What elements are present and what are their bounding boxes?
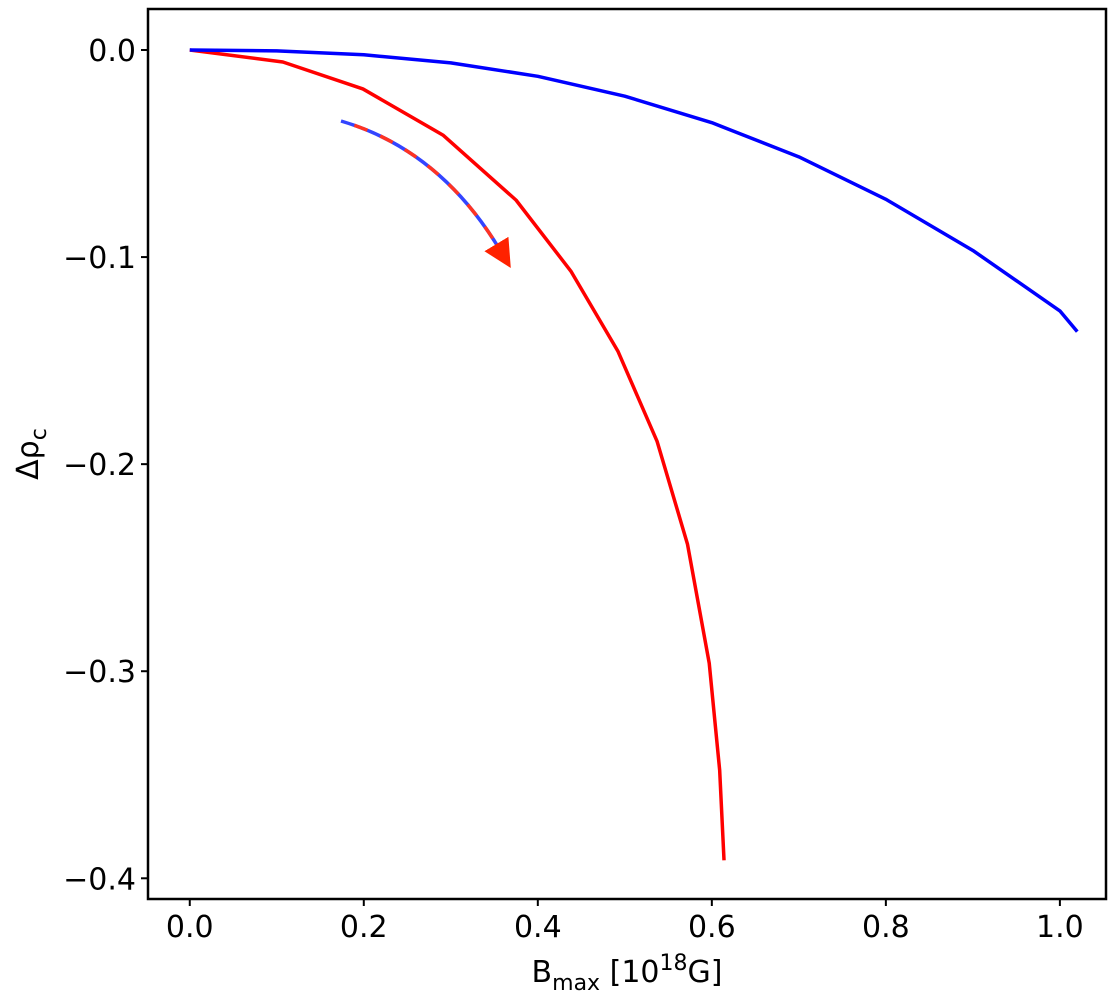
y-tick-label: 0.0 — [88, 34, 136, 69]
y-axis-label: Δρc — [11, 428, 52, 480]
x-tick-label: 0.0 — [166, 910, 214, 945]
y-tick-label: −0.1 — [63, 241, 136, 276]
x-label-sub: max — [552, 971, 600, 996]
x-tick-label: 0.8 — [862, 910, 910, 945]
y-tick-label: −0.2 — [63, 448, 136, 483]
x-label-end: G] — [688, 955, 723, 990]
plot-area — [189, 48, 1079, 861]
x-label-main: B — [532, 955, 553, 990]
y-tick-label: −0.4 — [63, 862, 136, 897]
y-tick-label: −0.3 — [63, 655, 136, 690]
x-label-sup: 18 — [660, 951, 688, 976]
y-label-main: Δρ — [11, 440, 46, 480]
arrow-annotation — [340, 119, 511, 269]
x-axis-label: Bmax [1018G] — [532, 951, 723, 996]
x-tick-label: 0.6 — [688, 910, 736, 945]
y-label-sub: c — [27, 428, 52, 440]
x-tick-label: 0.2 — [340, 910, 388, 945]
x-tick-label: 0.4 — [514, 910, 562, 945]
series-line — [189, 48, 726, 861]
plot-frame — [146, 7, 1108, 901]
x-tick-label: 1.0 — [1036, 910, 1084, 945]
arrow-annotation — [340, 119, 502, 251]
series-line — [189, 48, 1079, 333]
x-label-mid: [10 — [600, 955, 659, 990]
